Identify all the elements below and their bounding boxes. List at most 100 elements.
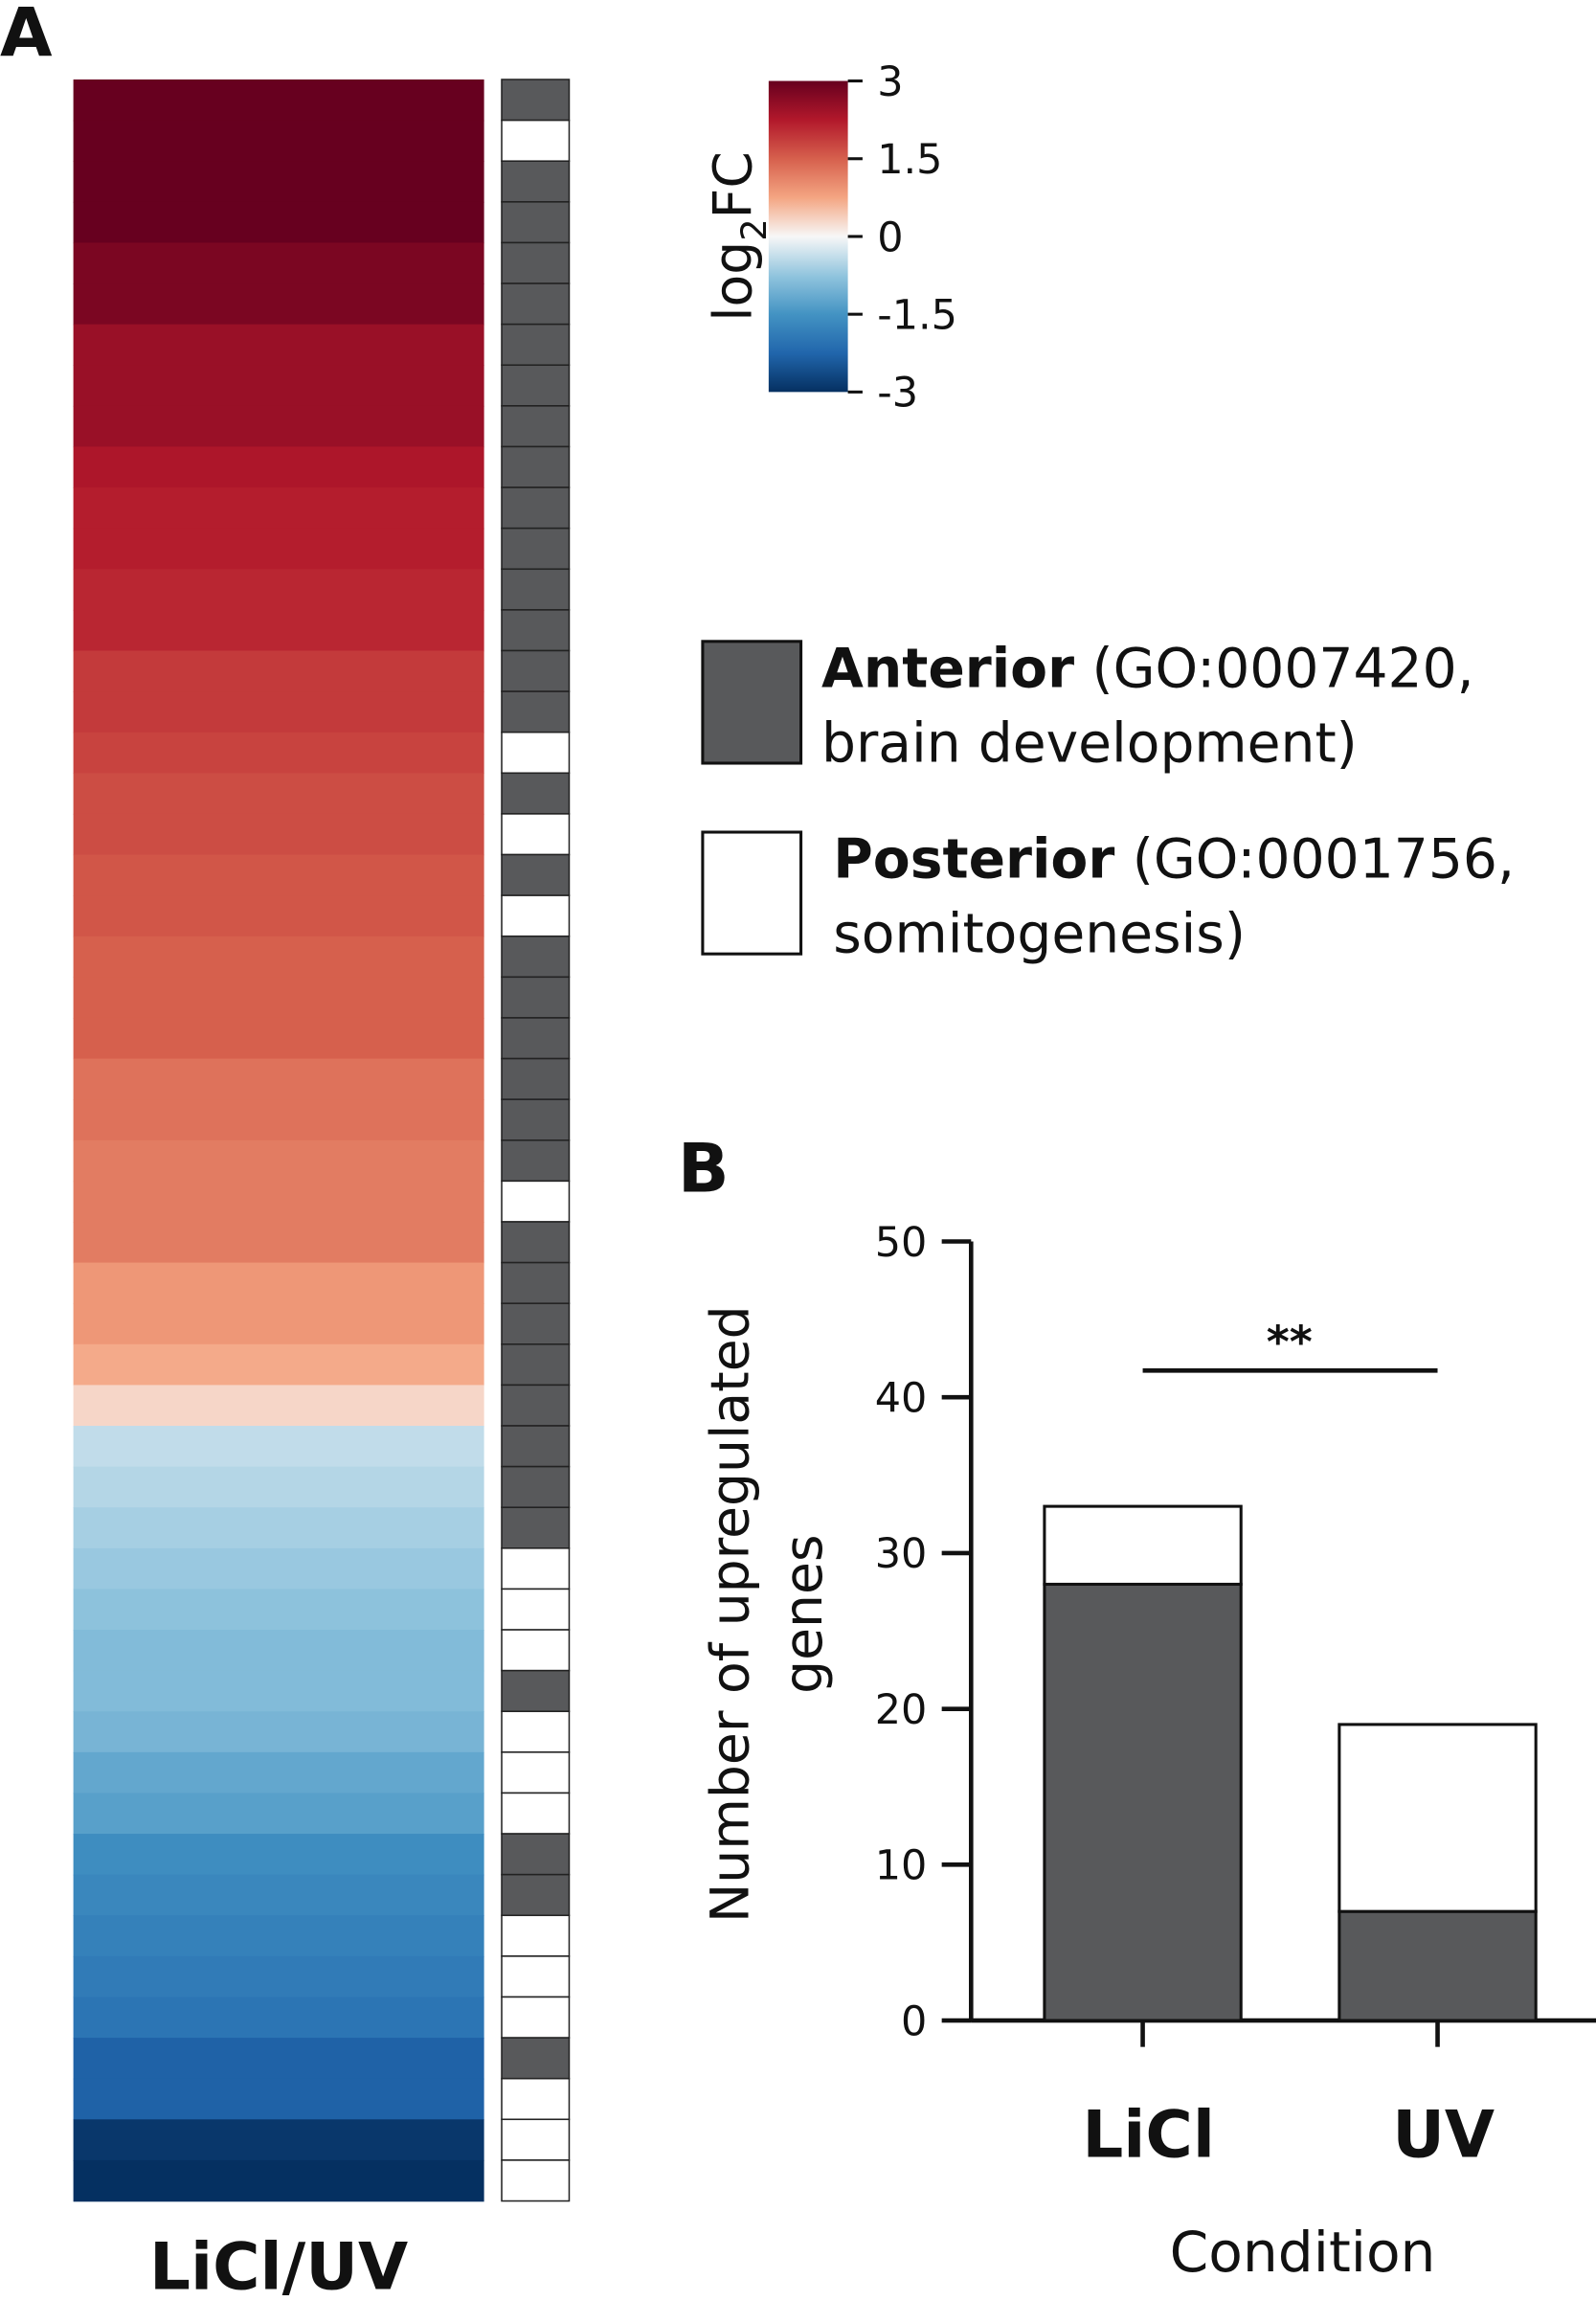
y-tick-label: 40 (875, 1375, 928, 1423)
heatmap-cell (73, 732, 484, 775)
annotation-cell (501, 1139, 571, 1183)
legend-text: Anterior (GO:0007420, (821, 637, 1474, 700)
annotation-cell (501, 1996, 571, 2039)
bar-segment (1043, 1582, 1243, 2022)
heatmap-cell (73, 528, 484, 571)
annotation-cell (501, 568, 571, 611)
heatmap-cell (73, 1630, 484, 1672)
annotation-cell (501, 1180, 571, 1223)
y-axis-label: genes (774, 1534, 835, 1694)
heatmap-cell (73, 569, 484, 611)
legend-description: (GO:0007420, (1091, 637, 1473, 700)
annotation-cell (501, 731, 571, 775)
heatmap-cell (73, 1793, 484, 1835)
heatmap-cell (73, 1834, 484, 1876)
annotation-cell (501, 201, 571, 244)
annotation-cell (501, 241, 571, 284)
panel-label: A (0, 0, 53, 73)
heatmap-cell (73, 1221, 484, 1264)
annotation-cell (501, 119, 571, 162)
heatmap-cell (73, 1385, 484, 1427)
annotation-cell (501, 649, 571, 692)
annotation-cell (501, 2159, 571, 2202)
y-tick-label: 10 (875, 1842, 928, 1890)
panel-label: B (678, 1129, 730, 1207)
annotation-cell (501, 1669, 571, 1713)
colorbar-tick-label: -1.5 (877, 291, 957, 339)
y-tick-label: 30 (875, 1530, 928, 1578)
annotation-cell (501, 405, 571, 448)
heatmap-cell (73, 1751, 484, 1794)
colorbar (768, 80, 848, 393)
annotation-cell (501, 894, 571, 937)
heatmap-cell (73, 365, 484, 407)
heatmap-cell (73, 1181, 484, 1223)
annotation-cell (501, 527, 571, 571)
annotation-cell (501, 1955, 571, 1998)
heatmap-cell (73, 609, 484, 652)
annotation-cell (501, 1506, 571, 1549)
annotation-cell (501, 1710, 571, 1753)
bar-segment (1337, 1723, 1538, 1913)
legend-swatch (701, 640, 803, 765)
heatmap-cell (73, 2159, 484, 2202)
heatmap-cell (73, 201, 484, 244)
colorbar-tick-label: -3 (877, 370, 918, 417)
label-part: log (703, 241, 764, 322)
heatmap-cell (73, 895, 484, 937)
annotation-cell (501, 1302, 571, 1345)
legend-name: Anterior (821, 637, 1074, 700)
annotation-cell (501, 1751, 571, 1794)
annotation-cell (501, 1057, 571, 1100)
heatmap-cell (73, 1139, 484, 1183)
bar-segment (1337, 1909, 1538, 2022)
annotation-cell (501, 1425, 571, 1468)
heatmap-cell (73, 773, 484, 815)
heatmap-cell (73, 1343, 484, 1387)
heatmap-cell (73, 1955, 484, 1998)
heatmap-cell (73, 1017, 484, 1060)
x-axis-label: Condition (1170, 2220, 1436, 2285)
annotation-cell (501, 1098, 571, 1141)
x-tick-label: LiCl (1082, 2097, 1215, 2173)
annotation-cell (501, 1343, 571, 1387)
annotation-cell (501, 1588, 571, 1631)
heatmap-cell (73, 1915, 484, 1957)
heatmap-cell (73, 1099, 484, 1141)
heatmap-cell (73, 2078, 484, 2121)
annotation-cell (501, 323, 571, 367)
significance: ** (1267, 1317, 1313, 1368)
annotation-cell (501, 1792, 571, 1835)
label-sub: 2 (733, 218, 775, 240)
heatmap-cell (73, 1466, 484, 1508)
colorbar-tick-label: 3 (877, 58, 903, 106)
annotation-cell (501, 2077, 571, 2121)
heatmap-cell (73, 324, 484, 367)
annotation-cell (501, 976, 571, 1019)
heatmap-cell (73, 1996, 484, 2039)
bar-segment (1043, 1504, 1243, 1587)
heatmap-cell (73, 446, 484, 488)
annotation-cell (501, 1833, 571, 1876)
annotation-cell (501, 1221, 571, 1264)
heatmap-cell (73, 2119, 484, 2161)
annotation-cell (501, 2118, 571, 2161)
annotation-cell (501, 364, 571, 407)
heatmap-cell (73, 1303, 484, 1345)
annotation-cell (501, 1873, 571, 1917)
colorbar-label: log2FC (703, 151, 774, 322)
heatmap-cell (73, 1426, 484, 1468)
heatmap-cell (73, 691, 484, 733)
legend-text: brain development) (821, 711, 1358, 775)
heatmap-cell (73, 120, 484, 162)
colorbar-tick-label: 1.5 (877, 136, 942, 184)
colorbar-tick-label: 0 (877, 214, 903, 261)
heatmap-cell (73, 1058, 484, 1100)
annotation-cell (501, 282, 571, 326)
y-tick-label: 50 (875, 1219, 928, 1267)
heatmap-cell (73, 1874, 484, 1917)
annotation-cell (501, 1914, 571, 1957)
y-tick-label: 0 (901, 1997, 927, 2045)
